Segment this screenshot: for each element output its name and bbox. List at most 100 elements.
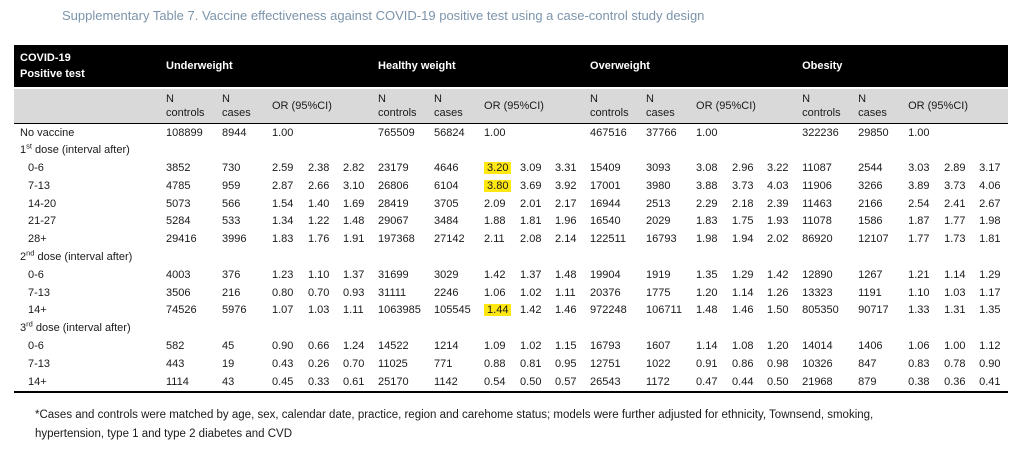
- cell: 1.22: [308, 215, 330, 228]
- cell: 1172: [640, 373, 691, 393]
- row-label: 2nd dose (interval after): [20, 248, 133, 264]
- cell: 1214: [434, 340, 459, 353]
- cell: 1.03: [308, 304, 330, 317]
- cell: 322236: [802, 126, 839, 139]
- cell: [514, 124, 549, 142]
- cell: 3093: [646, 162, 671, 175]
- table-body: No vaccine 108899 8944 1.00 765509 56824 1.00 4…: [14, 124, 1009, 393]
- cell: 1.24: [343, 340, 365, 353]
- cell: 1.11: [343, 304, 364, 317]
- cell: [337, 124, 372, 142]
- cell: 1267: [858, 268, 883, 281]
- cell: 0.95: [555, 357, 577, 370]
- cell: 805350: [802, 304, 839, 317]
- cell: 2513: [646, 197, 671, 210]
- table-row: 0-6 582 45 0.90 0.66 1.24 14522 1214 1.09 1.02 1.1…: [14, 338, 1008, 356]
- cell: 14522: [378, 340, 409, 353]
- cell: 0.61: [337, 373, 373, 393]
- cell: 17001: [590, 179, 621, 192]
- highlighted-value: 3.20: [484, 162, 512, 175]
- cell: 12751: [590, 357, 621, 370]
- cell: 3266: [858, 179, 883, 192]
- cell: 1.06: [908, 340, 930, 353]
- row-label: 14-20: [28, 197, 57, 210]
- cell: 29416: [166, 233, 197, 246]
- cell: 1.44: [478, 302, 514, 320]
- cell: 8944: [222, 126, 247, 139]
- cell: 2544: [858, 162, 883, 175]
- cell: 0.47: [690, 373, 727, 393]
- cell: 4.03: [767, 179, 789, 192]
- cell: 1.14: [696, 340, 718, 353]
- row-label: 0-6: [28, 340, 44, 353]
- row-label: 0-6: [28, 268, 44, 281]
- cell: 216: [222, 286, 241, 299]
- cell: 1.37: [343, 268, 365, 281]
- section-row: 1st dose (interval after): [14, 142, 1008, 160]
- cell: 11078: [802, 215, 832, 228]
- cell: 443: [166, 357, 185, 370]
- cell: 1.83: [272, 233, 294, 246]
- results-table: COVID-19 Positive test Underweight Healthy …: [14, 45, 1009, 393]
- cell: 21968: [796, 373, 853, 393]
- cell: 1.26: [767, 286, 789, 299]
- cell: 1.94: [732, 233, 754, 246]
- cell: 122511: [590, 233, 626, 246]
- cell: 0.78: [944, 357, 966, 370]
- row-label: 7-13: [28, 286, 51, 299]
- cell: 1.54: [272, 197, 294, 210]
- cell: 1.29: [732, 268, 754, 281]
- cell: 3.69: [520, 179, 542, 192]
- cell: 0.70: [308, 286, 330, 299]
- cell: 106711: [646, 304, 682, 317]
- table-row: 7-13 3506 216 0.80 0.70 0.93 31111 2246 1.06 1.02…: [14, 284, 1008, 302]
- group-header: Overweight: [584, 45, 797, 89]
- cell: 972248: [590, 304, 627, 317]
- cell: 105545: [434, 304, 471, 317]
- cell: 1.93: [767, 215, 789, 228]
- table-row: No vaccine 108899 8944 1.00 765509 56824 1.00 4…: [14, 124, 1008, 142]
- cell: 5073: [166, 197, 191, 210]
- cell: 0.88: [484, 357, 506, 370]
- cell: 11906: [802, 179, 832, 192]
- cell: 0.26: [308, 357, 330, 370]
- cell: 1.11: [555, 286, 576, 299]
- cell: 0.50: [514, 373, 550, 393]
- cell: 29067: [378, 215, 409, 228]
- cell: 1775: [646, 286, 671, 299]
- cell: 6104: [434, 179, 459, 192]
- row-label: 0-6: [28, 162, 44, 175]
- cell: 2.17: [555, 197, 577, 210]
- cell: 1.21: [908, 268, 930, 281]
- cell: 2.89: [944, 162, 966, 175]
- cell: 19904: [590, 268, 621, 281]
- cell: 1.00: [272, 126, 294, 139]
- cell: 0.33: [302, 373, 337, 393]
- cell: [761, 124, 796, 142]
- cell: 1406: [858, 340, 883, 353]
- cell: 1.88: [484, 215, 506, 228]
- cell: 2.39: [767, 197, 789, 210]
- table-row: 28+ 29416 3996 1.83 1.76 1.91 197368 27142 2.11 2…: [14, 231, 1008, 249]
- cell: 19: [222, 357, 235, 370]
- cell: 26806: [378, 179, 409, 192]
- cell: 1142: [428, 373, 479, 393]
- cell: 730: [222, 162, 241, 175]
- cell: 20376: [590, 286, 621, 299]
- cell: 1.76: [308, 233, 330, 246]
- cell: 3.09: [520, 162, 542, 175]
- cell: 1.46: [555, 304, 577, 317]
- table-head: COVID-19 Positive test Underweight Healthy …: [14, 45, 1009, 124]
- cell: 3.31: [555, 162, 577, 175]
- cell: 2.82: [343, 162, 365, 175]
- row-label: 28+: [28, 233, 47, 246]
- cell: 86920: [802, 233, 833, 246]
- cell: 3.73: [732, 179, 754, 192]
- cell: 1.08: [732, 340, 754, 353]
- row-label: 1st dose (interval after): [20, 141, 130, 157]
- cell: 3029: [434, 268, 459, 281]
- cell: 26543: [584, 373, 641, 393]
- cell: 16793: [646, 233, 677, 246]
